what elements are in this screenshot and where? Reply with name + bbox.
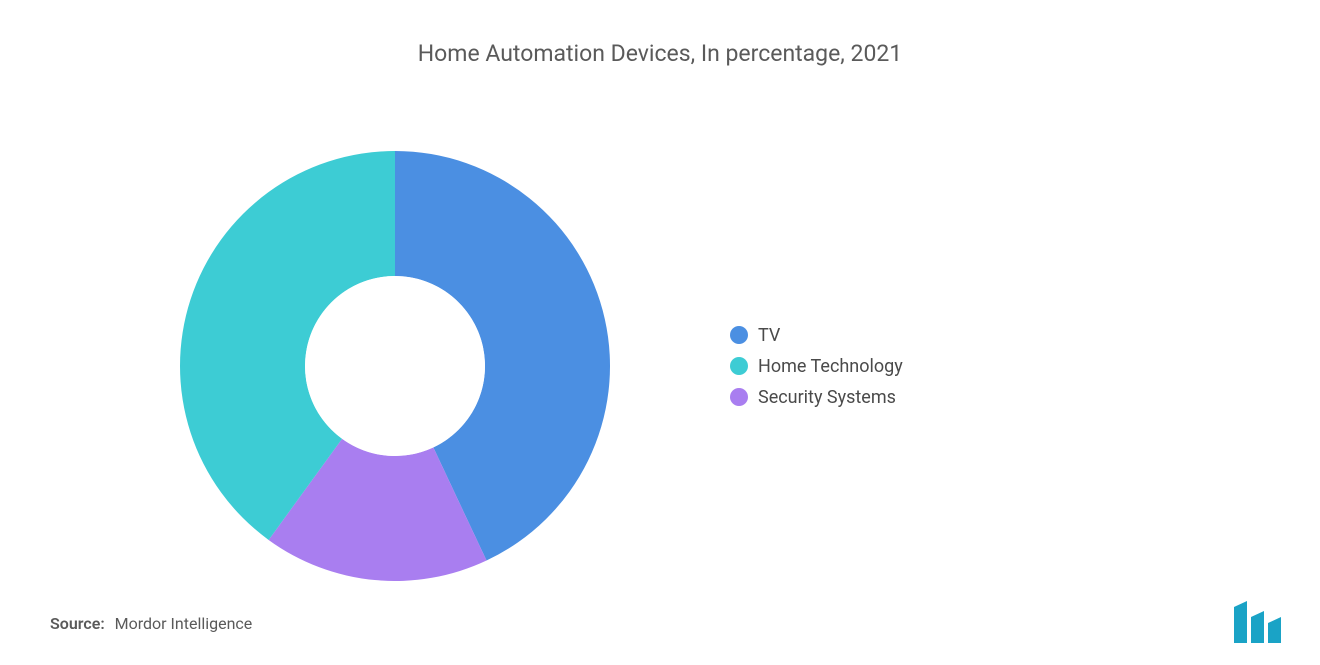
legend-marker-icon (730, 357, 748, 375)
legend-marker-icon (730, 388, 748, 406)
legend-label: Security Systems (758, 387, 896, 408)
brand-logo (1234, 601, 1290, 643)
logo-bar-0 (1234, 601, 1247, 643)
chart-container: Home Automation Devices, In percentage, … (0, 0, 1320, 665)
chart-body: TV Home Technology Security Systems (50, 97, 1270, 635)
source-value: Mordor Intelligence (115, 614, 253, 633)
logo-icon (1234, 601, 1290, 643)
chart-title: Home Automation Devices, In percentage, … (50, 40, 1270, 67)
source-line: Source: Mordor Intelligence (50, 614, 252, 633)
logo-bar-2 (1268, 617, 1281, 643)
donut-chart (180, 151, 610, 581)
legend-marker-icon (730, 326, 748, 344)
donut-svg (180, 151, 610, 581)
legend-item-1: Home Technology (730, 356, 903, 377)
logo-bar-1 (1251, 611, 1264, 643)
legend-item-2: Security Systems (730, 387, 903, 408)
legend-label: Home Technology (758, 356, 903, 377)
source-label: Source: (50, 614, 105, 633)
donut-hole (305, 276, 485, 456)
legend-item-0: TV (730, 325, 903, 346)
legend: TV Home Technology Security Systems (730, 325, 903, 408)
legend-label: TV (758, 325, 780, 346)
